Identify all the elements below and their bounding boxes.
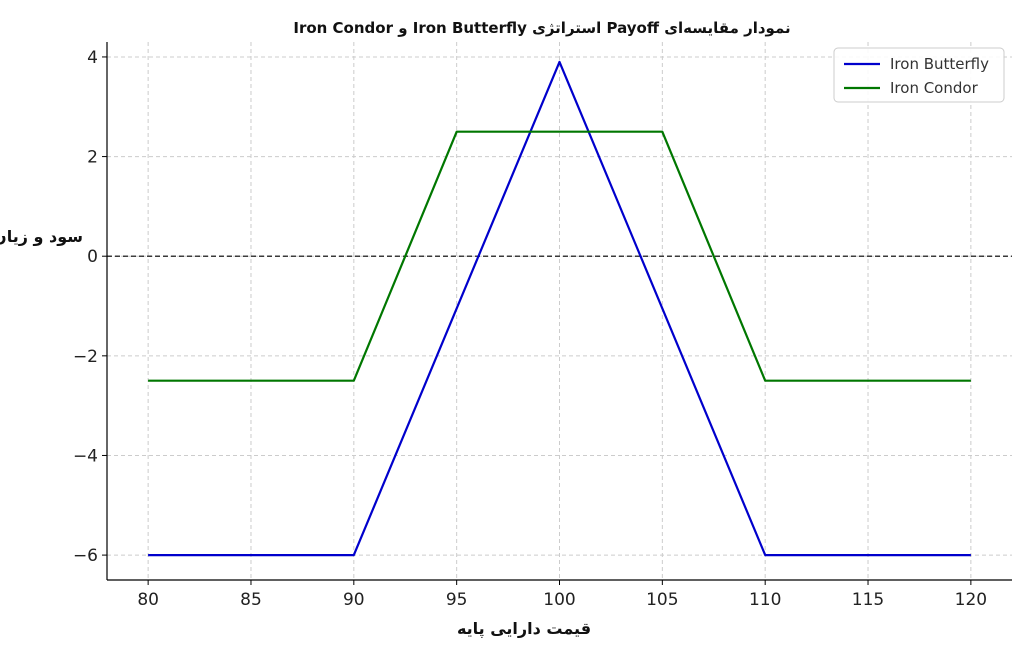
series-group bbox=[148, 60, 971, 557]
ticks: 80 85 90 95 100 105 110 115 120 −6 −4 −2 0 2 4 bbox=[73, 48, 987, 610]
y-tick-label: −4 bbox=[73, 446, 98, 466]
series-line-iron-condor bbox=[148, 130, 971, 382]
y-tick-label: 2 bbox=[87, 148, 98, 168]
x-axis-label: قیمت دارایی پایه bbox=[457, 619, 591, 639]
legend-entry-label: Iron Condor bbox=[890, 79, 979, 97]
chart-title: نمودار مقایسه‌ای Payoff استراتژی Iron Bu… bbox=[293, 19, 790, 37]
x-tick-label: 90 bbox=[343, 590, 365, 610]
x-tick-label: 105 bbox=[646, 590, 678, 610]
legend-entry-label: Iron Butterfly bbox=[890, 55, 989, 73]
x-tick-label: 100 bbox=[543, 590, 575, 610]
y-axis-label: سود و زیان bbox=[0, 227, 83, 246]
y-tick-label: −6 bbox=[73, 546, 98, 566]
x-tick-label: 95 bbox=[446, 590, 468, 610]
y-tick-label: 4 bbox=[87, 48, 98, 68]
y-tick-label: 0 bbox=[87, 247, 98, 267]
x-tick-label: 85 bbox=[240, 590, 262, 610]
x-tick-label: 115 bbox=[852, 590, 884, 610]
x-tick-label: 120 bbox=[955, 590, 987, 610]
x-tick-label: 80 bbox=[137, 590, 159, 610]
legend: Iron Butterfly Iron Condor bbox=[833, 47, 1005, 103]
series-line-iron-butterfly bbox=[148, 60, 971, 557]
x-tick-label: 110 bbox=[749, 590, 781, 610]
y-tick-label: −2 bbox=[73, 347, 98, 367]
